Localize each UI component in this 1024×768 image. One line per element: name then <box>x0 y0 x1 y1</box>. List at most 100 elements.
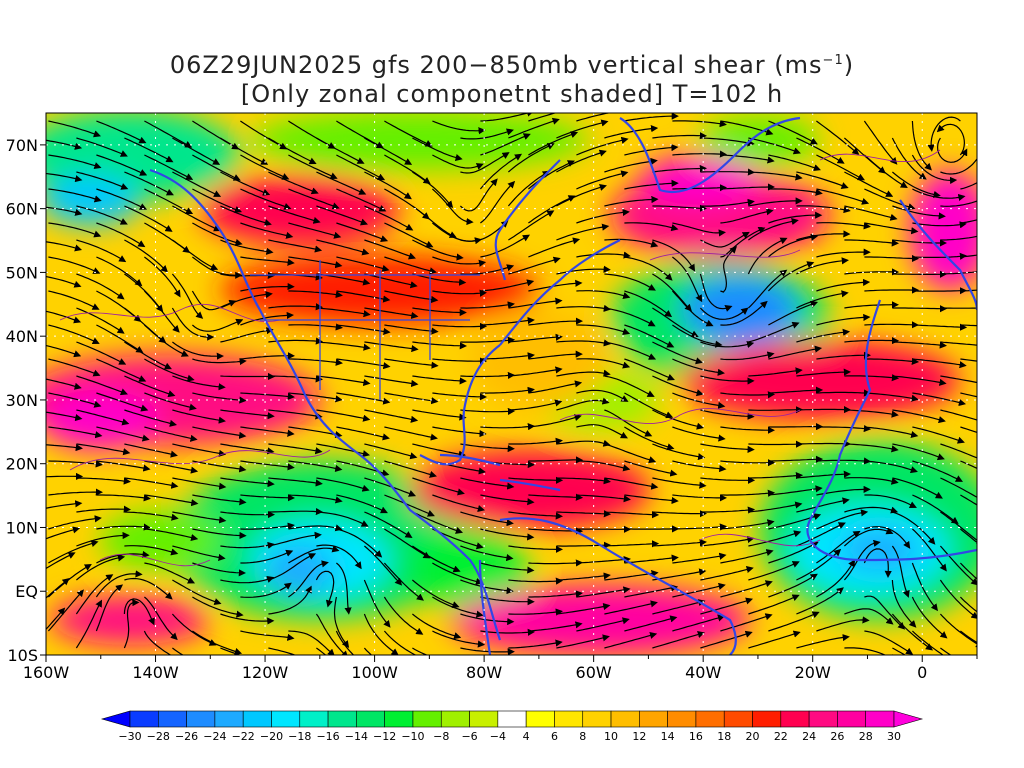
streamline <box>384 460 437 478</box>
colorbar-swatch <box>242 710 272 728</box>
y-tick-label: 30N <box>6 391 38 410</box>
streamline <box>364 171 412 200</box>
streamline <box>528 621 583 632</box>
streamline <box>912 460 963 482</box>
streamline <box>912 323 968 331</box>
streamline <box>556 265 611 275</box>
streamline <box>528 195 576 224</box>
streamline <box>960 181 977 190</box>
streamline <box>480 596 535 606</box>
streamline <box>748 321 800 343</box>
streamline <box>624 584 679 598</box>
streamline <box>863 120 898 165</box>
streamline <box>432 630 486 648</box>
streamline <box>528 414 582 428</box>
streamline <box>268 409 323 420</box>
streamline <box>75 599 102 649</box>
streamline <box>960 426 977 433</box>
streamline <box>384 324 439 335</box>
y-tick-label: 70N <box>6 136 38 155</box>
streamline <box>844 608 894 625</box>
streamline <box>960 494 977 506</box>
streamline <box>144 392 197 411</box>
streamline <box>652 375 704 397</box>
streamline <box>652 204 708 212</box>
streamline <box>48 120 101 138</box>
colorbar-label: 6 <box>551 730 558 743</box>
streamline <box>911 528 947 572</box>
streamline <box>412 443 466 458</box>
streamline <box>556 339 611 347</box>
streamline <box>432 289 487 297</box>
colorbar-label: −14 <box>345 730 368 743</box>
streamline <box>672 426 726 442</box>
colorbar-label: −20 <box>260 730 283 743</box>
streamline <box>364 511 413 538</box>
streamline <box>844 374 900 382</box>
streamline <box>556 603 611 615</box>
streamline <box>844 506 899 514</box>
streamline <box>124 443 178 458</box>
streamline <box>144 596 178 641</box>
streamline <box>364 545 403 586</box>
colorbar-swatch <box>469 710 499 728</box>
streamline <box>432 256 487 267</box>
streamline <box>624 460 678 477</box>
streamline <box>124 137 174 163</box>
streamline <box>384 426 438 441</box>
streamline <box>816 616 870 632</box>
y-tick-label: 20N <box>6 455 38 474</box>
streamline <box>508 366 563 377</box>
streamline <box>144 494 199 507</box>
streamline <box>480 386 535 394</box>
streamline <box>508 117 560 139</box>
streamline <box>480 494 535 506</box>
streamline <box>76 273 125 300</box>
streamline <box>672 460 727 473</box>
colorbar-label: 20 <box>746 730 760 743</box>
streamline <box>335 630 355 655</box>
streamline <box>240 256 295 266</box>
streamline <box>220 477 275 488</box>
streamline <box>412 375 467 385</box>
streamline <box>652 599 706 615</box>
streamline <box>796 405 852 414</box>
streamline <box>336 188 387 212</box>
streamline <box>432 322 488 331</box>
streamline <box>576 251 631 259</box>
streamline <box>960 630 977 644</box>
streamline <box>720 208 774 224</box>
streamline <box>912 494 959 525</box>
y-axis: 70N 60N 50N 40N 30N 20N 10N EQ 10S <box>6 136 46 665</box>
streamline <box>268 531 322 547</box>
streamline <box>460 545 514 562</box>
streamline <box>96 256 143 287</box>
streamline <box>220 613 275 625</box>
streamline <box>96 222 146 248</box>
colorbar-swatch <box>412 710 442 728</box>
streamline <box>720 154 775 164</box>
streamline <box>143 324 189 357</box>
streamline <box>700 340 755 349</box>
streamline <box>768 211 823 224</box>
streamline <box>460 301 515 309</box>
streamline <box>576 494 631 503</box>
streamline <box>747 269 788 309</box>
streamline <box>144 256 181 298</box>
streamline <box>268 443 323 455</box>
streamline <box>76 477 131 485</box>
streamline <box>652 443 706 461</box>
y-tick-label: 40N <box>6 327 38 346</box>
streamline <box>240 460 295 471</box>
streamline <box>123 598 155 626</box>
colorbar-swatch <box>214 710 244 728</box>
streamline <box>796 137 845 164</box>
streamline <box>912 287 968 295</box>
streamline <box>363 647 373 655</box>
streamline <box>940 200 977 207</box>
streamline <box>220 205 272 227</box>
streamline <box>940 307 977 309</box>
streamline <box>316 137 365 164</box>
colorbar-label: −16 <box>316 730 339 743</box>
streamline <box>412 647 429 655</box>
